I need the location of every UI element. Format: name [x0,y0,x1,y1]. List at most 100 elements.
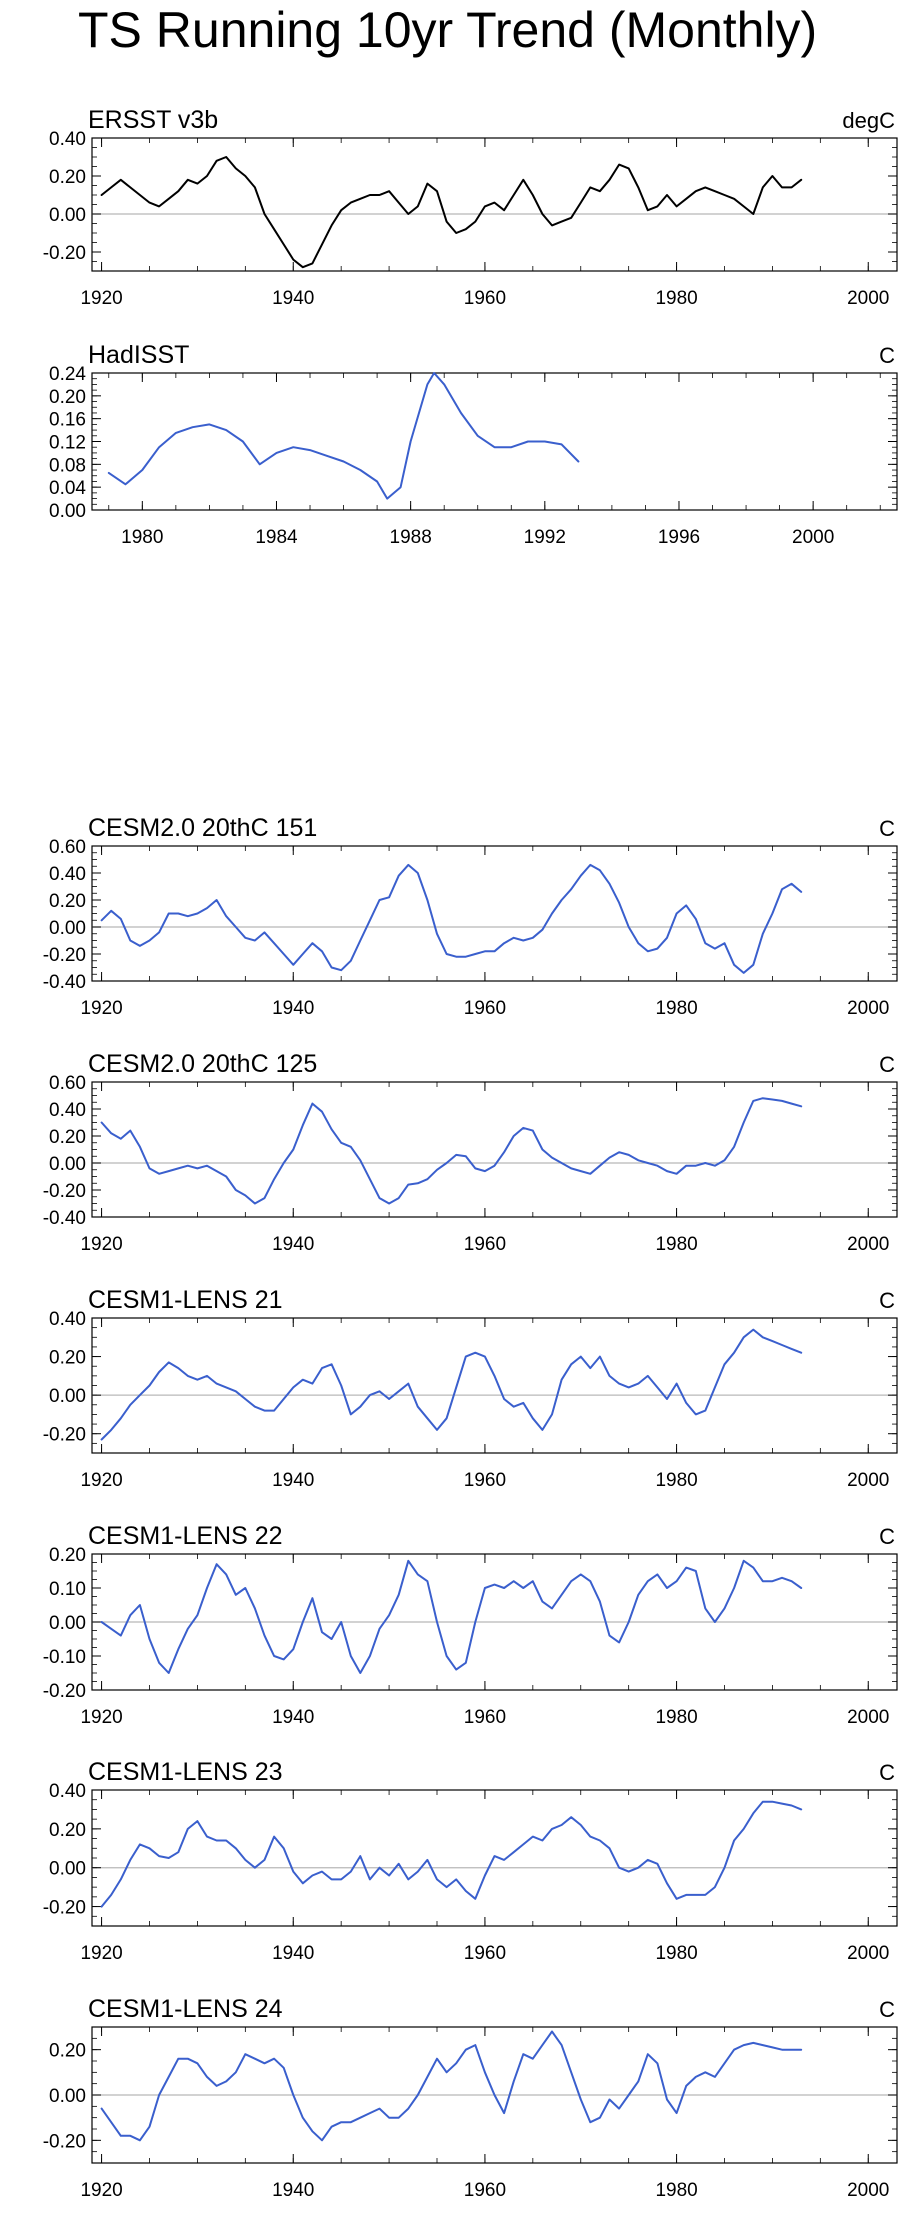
chart-title: CESM1-LENS 23 [88,1758,283,1786]
y-tick-label: -0.40 [43,1208,86,1229]
chart-title: CESM2.0 20thC 151 [88,814,317,842]
y-tick-label: 0.40 [49,1100,86,1121]
y-tick-label: 0.40 [49,129,86,150]
y-tick-label: -0.20 [43,1181,86,1202]
y-tick-label: 0.00 [49,2086,86,2107]
x-tick-label: 1980 [121,527,163,548]
chart-panel-5: CESM1-LENS 21 C -0.20 0.00 0.20 0.40 1920 1940 1… [43,1286,898,1491]
chart-panel-7: CESM1-LENS 23 C -0.20 0.00 0.20 0.40 1920 1940 1… [43,1758,898,1964]
chart-units: C [879,1524,895,1549]
y-tick-label: 0.20 [49,891,86,912]
x-tick-label: 2000 [847,1707,889,1728]
x-tick-label: 1980 [655,2180,697,2201]
x-tick-label: 1940 [272,1470,314,1491]
chart-panel-1: ERSST v3b degC -0.20 0.00 0.20 0.40 1920 1940 19… [43,106,898,309]
y-tick-label: 0.00 [49,1154,86,1175]
y-tick-label: -0.20 [43,1898,86,1919]
x-tick-label: 1920 [80,288,122,309]
y-tick-label: -0.10 [43,1647,86,1668]
x-tick-label: 1920 [80,998,122,1019]
series-line [100,1800,803,1908]
y-tick-label: 0.00 [49,1386,86,1407]
x-tick-label: 1960 [464,1943,506,1964]
y-tick-label: 0.20 [49,1820,86,1841]
y-tick-label: -0.20 [43,1425,86,1446]
x-tick-label: 1980 [655,998,697,1019]
chart-units: degC [842,108,895,133]
x-tick-label: 1996 [658,527,700,548]
y-tick-label: 0.40 [49,1781,86,1802]
x-tick-label: 1960 [464,1470,506,1491]
series-line [107,372,580,500]
y-tick-label: -0.20 [43,1681,86,1702]
x-tick-label: 1920 [80,1707,122,1728]
chart-units: C [879,1052,895,1077]
y-tick-label: -0.20 [43,2131,86,2152]
y-tick-label: 0.12 [49,433,86,454]
series-line [100,156,803,269]
x-tick-label: 1940 [272,1234,314,1255]
y-tick-label: 0.00 [49,205,86,226]
x-tick-label: 2000 [792,527,834,548]
y-tick-label: -0.20 [43,243,86,264]
y-tick-label: 0.20 [49,1545,86,1566]
x-tick-label: 1960 [464,288,506,309]
chart-title: HadISST [88,341,189,369]
chart-units: C [879,1997,895,2022]
series-line [100,1097,803,1205]
y-tick-label: 0.10 [49,1579,86,1600]
x-tick-label: 1940 [272,2180,314,2201]
series-line [100,1559,803,1674]
chart-panel-4: CESM2.0 20thC 125 C -0.40 -0.20 0.00 0.20 0.40… [43,1050,898,1255]
y-tick-label: 0.16 [49,410,86,431]
x-tick-label: 1960 [464,1707,506,1728]
x-tick-label: 1980 [655,1707,697,1728]
y-tick-label: 0.00 [49,1859,86,1880]
chart-panel-8: CESM1-LENS 24 C -0.20 0.00 0.20 1920 1940 1960 1… [43,1995,898,2201]
y-tick-label: 0.24 [49,364,86,385]
y-tick-label: 0.08 [49,455,86,476]
x-tick-label: 2000 [847,1470,889,1491]
plot-frame [91,137,898,272]
chart-title: CESM2.0 20thC 125 [88,1050,317,1078]
x-tick-label: 2000 [847,2180,889,2201]
x-tick-label: 2000 [847,998,889,1019]
x-tick-label: 1960 [464,1234,506,1255]
y-tick-label: 0.20 [49,2041,86,2062]
plot-frame [91,845,898,982]
plot-frame [91,1081,898,1218]
y-tick-label: 0.20 [49,167,86,188]
x-tick-label: 1984 [255,527,298,548]
x-tick-label: 2000 [847,288,889,309]
x-tick-label: 1980 [655,1234,697,1255]
chart-panel-6: CESM1-LENS 22 C -0.20 -0.10 0.00 0.10 0.20 1920… [43,1522,898,1728]
chart-title: ERSST v3b [88,106,218,134]
series-line [100,1328,803,1441]
y-tick-label: 0.60 [49,837,86,858]
chart-units: C [879,816,895,841]
y-tick-label: -0.20 [43,945,86,966]
y-tick-label: -0.40 [43,972,86,993]
y-tick-label: 0.40 [49,864,86,885]
y-tick-label: 0.00 [49,918,86,939]
chart-panel-3: CESM2.0 20thC 151 C -0.40 -0.20 0.00 0.20 0.40… [43,814,898,1019]
chart-units: C [879,1288,895,1313]
y-tick-label: 0.40 [49,1309,86,1330]
x-tick-label: 1980 [655,288,697,309]
chart-panel-2: HadISST C 0.000.040.080.120.160.200.24 1980… [49,341,898,548]
y-tick-label: 0.20 [49,387,86,408]
y-tick-label: 0.60 [49,1073,86,1094]
y-tick-label: 0.00 [49,501,86,522]
x-tick-label: 2000 [847,1943,889,1964]
x-tick-label: 1920 [80,2180,122,2201]
chart-title: CESM1-LENS 22 [88,1522,283,1550]
y-tick-label: 0.20 [49,1348,86,1369]
x-tick-label: 1940 [272,288,314,309]
x-tick-label: 1960 [464,2180,506,2201]
chart-title: CESM1-LENS 24 [88,1995,283,2023]
x-tick-label: 1920 [80,1943,122,1964]
x-tick-label: 1940 [272,1707,314,1728]
series-line [100,2030,803,2142]
plot-frame [91,1317,898,1454]
x-tick-label: 1980 [655,1470,697,1491]
